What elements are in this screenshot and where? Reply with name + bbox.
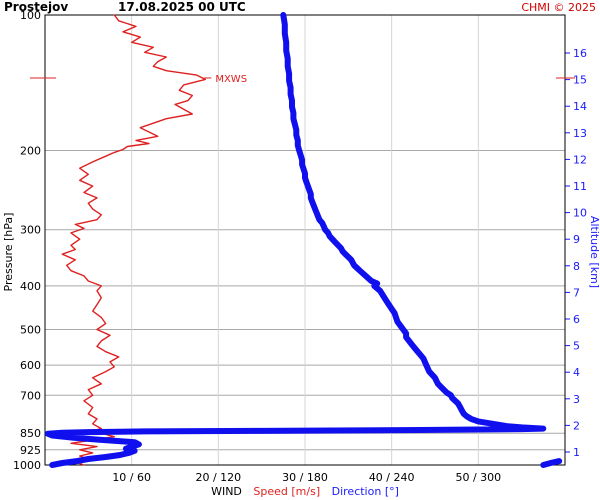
- wind-direction-surface-segment: [540, 458, 563, 468]
- pressure-tick-label: 850: [20, 427, 41, 440]
- altitude-tick-label: 6: [573, 313, 580, 326]
- altitude-tick-label: 9: [573, 233, 580, 246]
- altitude-tick-label: 8: [573, 260, 580, 273]
- wind-ticks: 10 / 60 20 / 120 30 / 180 40 / 240 50 / 300: [112, 471, 501, 484]
- altitude-tick-label: 13: [573, 127, 587, 140]
- altitude-tick-label: 2: [573, 419, 580, 432]
- plot-frame: [44, 14, 566, 466]
- chart-station-title: Prostejov: [4, 0, 68, 14]
- chart-credit: CHMI © 2025: [521, 1, 596, 14]
- altitude-tick-label: 5: [573, 340, 580, 353]
- altitude-tick-label: 12: [573, 153, 587, 166]
- altitude-tick-label: 14: [573, 100, 587, 113]
- pressure-tick-label: 500: [20, 324, 41, 337]
- wind-tick-label: 50 / 300: [455, 471, 501, 484]
- x-axis-label-speed: Speed [m/s]: [253, 485, 320, 498]
- altitude-tick-label: 16: [573, 47, 587, 60]
- wind-tick-label: 20 / 120: [195, 471, 241, 484]
- pressure-tick-label: 400: [20, 280, 41, 293]
- x-axis-label-wind: WIND: [211, 485, 242, 498]
- right-axis-label: Altitude [km]: [588, 216, 600, 288]
- mxws-label: MXWS: [215, 74, 247, 85]
- altitude-tick-label: 15: [573, 74, 587, 87]
- altitude-tick-label: 11: [573, 180, 587, 193]
- altitude-tick-label: 3: [573, 393, 580, 406]
- wind-speed-line: [53, 14, 207, 466]
- pressure-tick-label: 1000: [13, 459, 41, 472]
- wind-direction-line: [44, 12, 547, 468]
- wind-tick-label: 10 / 60: [112, 471, 151, 484]
- y-axis-label: Pressure [hPa]: [2, 213, 15, 292]
- pressure-tick-label: 925: [20, 444, 41, 457]
- wind-tick-label: 30 / 180: [282, 471, 328, 484]
- pressure-tick-label: 600: [20, 359, 41, 372]
- pressure-tick-label: 700: [20, 389, 41, 402]
- x-axis-label: WIND Speed [m/s] Direction [°]: [211, 485, 399, 498]
- wind-tick-label: 40 / 240: [369, 471, 415, 484]
- series-layer: [44, 12, 563, 468]
- altitude-tick-label: 10: [573, 207, 587, 220]
- altitude-tick-label: 7: [573, 286, 580, 299]
- pressure-tick-label: 200: [20, 144, 41, 157]
- pressure-ticks: 100 200 300 400 500 600 700 850 925 1000: [13, 9, 41, 472]
- annotation-layer: MXWS: [30, 74, 575, 85]
- chart-datetime: 17.08.2025 00 UTC: [118, 0, 246, 14]
- pressure-tick-label: 100: [20, 9, 41, 22]
- x-axis-label-direction: Direction [°]: [332, 485, 399, 498]
- altitude-tick-label: 4: [573, 366, 580, 379]
- pressure-tick-label: 300: [20, 224, 41, 237]
- altitude-tick-label: 1: [573, 446, 580, 459]
